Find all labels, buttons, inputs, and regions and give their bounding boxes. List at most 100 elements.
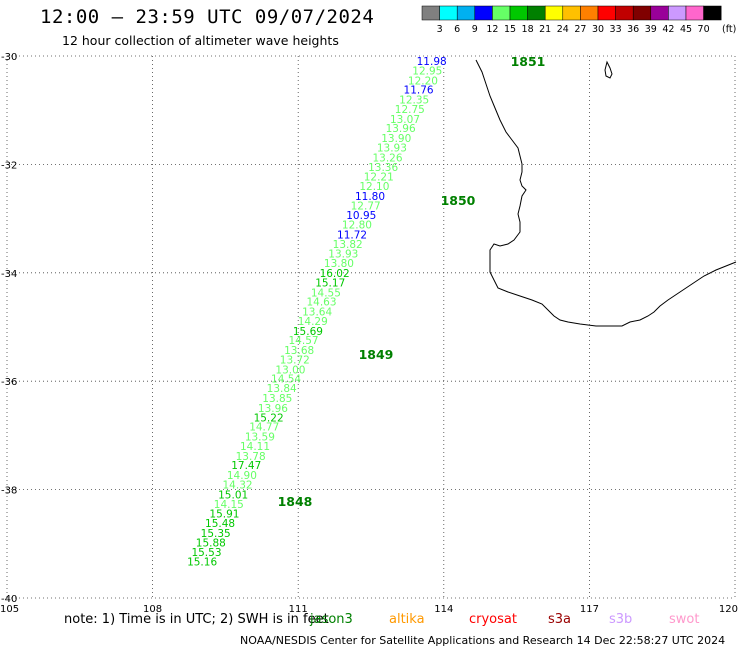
color-scale-label: 27 xyxy=(574,24,586,35)
wave-height-label: 15.88 xyxy=(196,538,226,550)
longitude-tick-label: 108 xyxy=(143,604,162,615)
color-scale-label: 24 xyxy=(557,24,569,35)
credit-line: NOAA/NESDIS Center for Satellite Applica… xyxy=(240,634,726,647)
color-scale-label: 30 xyxy=(592,24,604,35)
wave-height-label: 14.55 xyxy=(311,287,341,299)
wave-height-label: 10.95 xyxy=(346,210,376,222)
wave-height-label: 12.10 xyxy=(359,181,389,193)
altimeter-track: 11.9812.9512.2011.7612.3512.7513.0713.96… xyxy=(187,56,447,569)
wave-height-label: 15.69 xyxy=(293,326,323,338)
latitude-tick-label: -34 xyxy=(1,269,17,280)
wave-height-label: 15.16 xyxy=(187,557,217,569)
latitude-tick-label: -38 xyxy=(1,486,17,497)
wave-height-label: 12.75 xyxy=(395,104,425,116)
color-scale-label: 6 xyxy=(454,24,460,35)
wave-height-label: 15.17 xyxy=(315,278,345,290)
wave-height-label: 15.48 xyxy=(205,518,235,530)
color-scale-swatch xyxy=(703,5,722,21)
orbit-number-label: 1851 xyxy=(511,54,546,69)
wave-height-label: 15.53 xyxy=(191,547,221,559)
wave-height-label: 14.77 xyxy=(249,422,279,434)
wave-height-label: 14.63 xyxy=(306,297,336,309)
wave-height-label: 13.36 xyxy=(368,162,398,174)
longitude-tick-label: 120 xyxy=(719,604,738,615)
footer-note: note: 1) Time is in UTC; 2) SWH is in fe… xyxy=(64,612,329,627)
wave-height-label: 12.77 xyxy=(351,201,381,213)
orbit-number-label: 1850 xyxy=(441,193,476,208)
color-scale-unit: (ft) xyxy=(722,24,736,35)
wave-height-label: 12.80 xyxy=(342,220,372,232)
map-grid xyxy=(6,55,736,599)
latitude-tick-label: -32 xyxy=(1,160,17,171)
wave-height-label: 14.90 xyxy=(227,470,257,482)
wave-height-label: 13.00 xyxy=(275,364,305,376)
orbit-number-label: 1849 xyxy=(359,347,394,362)
color-scale-label: 70 xyxy=(698,24,710,35)
color-scale-label: 15 xyxy=(504,24,516,35)
wave-height-label: 15.35 xyxy=(201,528,231,540)
latitude-tick-label: -40 xyxy=(1,594,17,605)
wave-height-label: 15.91 xyxy=(209,508,239,520)
wave-height-label: 11.98 xyxy=(417,56,447,68)
wave-height-label: 17.47 xyxy=(231,460,261,472)
wave-height-label: 13.90 xyxy=(381,133,411,145)
wave-height-label: 15.22 xyxy=(254,413,284,425)
orbit-number-label: 1848 xyxy=(278,494,313,509)
wave-height-label: 13.72 xyxy=(280,355,310,367)
axis-tick-labels: 105 108 111 114 117 120 -30 -32 -34 -36 -38 -40 xyxy=(0,52,738,615)
australia-coastline xyxy=(475,59,737,327)
color-scale-label: 33 xyxy=(610,24,622,35)
color-scale-legend: 3 6 9 12 15 18 21 24 27 30 33 36 39 42 45 70 (ft) xyxy=(421,5,736,35)
wave-height-label: 13.07 xyxy=(390,114,420,126)
satellite-legend-item: s3b xyxy=(609,612,633,627)
color-scale-label: 45 xyxy=(680,24,692,35)
wave-height-label: 13.64 xyxy=(302,306,332,318)
wave-height-label: 14.11 xyxy=(240,441,270,453)
wave-height-label: 11.76 xyxy=(404,85,434,97)
longitude-tick-label: 111 xyxy=(289,604,308,615)
color-scale-label: 9 xyxy=(472,24,478,35)
latitude-tick-label: -36 xyxy=(1,377,17,388)
wave-height-label: 12.21 xyxy=(364,171,394,183)
satellite-legend-item: cryosat xyxy=(469,612,517,627)
color-scale-label: 42 xyxy=(662,24,674,35)
wave-height-label: 11.80 xyxy=(355,191,385,203)
wave-height-label: 13.93 xyxy=(377,143,407,155)
wave-height-label: 12.35 xyxy=(399,94,429,106)
wave-height-label: 14.57 xyxy=(289,335,319,347)
wave-height-label: 16.02 xyxy=(320,268,350,280)
wave-height-label: 12.20 xyxy=(408,75,438,87)
wave-height-label: 14.54 xyxy=(271,373,301,385)
longitude-tick-label: 114 xyxy=(434,604,453,615)
wave-height-label: 13.96 xyxy=(386,123,416,135)
wave-height-label: 14.32 xyxy=(223,480,253,492)
wave-height-label: 14.15 xyxy=(214,499,244,511)
color-scale-label: 36 xyxy=(627,24,639,35)
page-title: 12:00 – 23:59 UTC 09/07/2024 xyxy=(40,6,375,28)
wave-height-label: 15.01 xyxy=(218,489,248,501)
wave-height-label: 13.68 xyxy=(284,345,314,357)
color-scale-label: 18 xyxy=(522,24,534,35)
wave-height-label: 14.29 xyxy=(298,316,328,328)
wave-height-label: 13.96 xyxy=(258,403,288,415)
color-scale-label: 12 xyxy=(486,24,498,35)
longitude-tick-label: 105 xyxy=(0,604,19,615)
wave-height-label: 13.85 xyxy=(262,393,292,405)
wave-height-label: 13.80 xyxy=(324,258,354,270)
orbit-labels: 1851 1850 1849 1848 xyxy=(278,54,546,509)
wave-height-label: 13.26 xyxy=(372,152,402,164)
satellite-legend-item: jason3 xyxy=(310,612,353,627)
wave-height-label: 13.78 xyxy=(236,451,266,463)
satellite-legend-item: s3a xyxy=(548,612,572,627)
satellite-legend-item: altika xyxy=(389,612,425,627)
page-subtitle: 12 hour collection of altimeter wave hei… xyxy=(62,33,339,48)
wave-height-label: 12.95 xyxy=(412,66,442,78)
color-scale-label: 39 xyxy=(645,24,657,35)
wave-height-label: 11.72 xyxy=(337,229,367,241)
wave-height-label: 13.84 xyxy=(267,383,297,395)
longitude-tick-label: 117 xyxy=(580,604,599,615)
wave-height-label: 13.82 xyxy=(333,239,363,251)
latitude-tick-label: -30 xyxy=(1,52,17,63)
wave-height-label: 13.93 xyxy=(328,248,358,260)
